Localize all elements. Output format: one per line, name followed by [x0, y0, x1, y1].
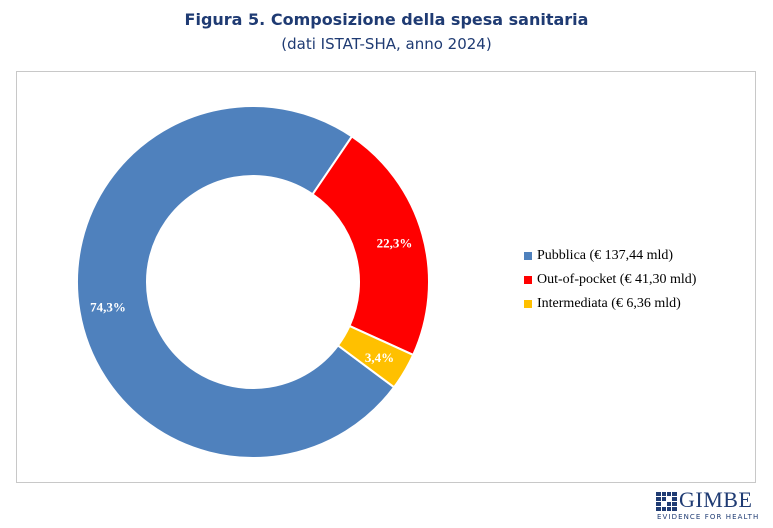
gimbe-logo-mark-icon — [656, 492, 677, 511]
legend-swatch-2 — [524, 300, 532, 308]
donut-slice-2 — [336, 324, 415, 389]
legend-label-0: Pubblica (€ 137,44 mld) — [537, 248, 674, 263]
chart-subtitle: (dati ISTAT-SHA, anno 2024) — [281, 35, 492, 53]
gimbe-logo: GIMBE EVIDENCE FOR HEALTH — [656, 487, 760, 522]
legend-item-1: Out-of-pocket (€ 41,30 mld) — [524, 268, 696, 292]
chart-legend: Pubblica (€ 137,44 mld) Out-of-pocket (€ … — [524, 244, 696, 316]
donut-slice-0 — [76, 105, 396, 459]
donut-slice-1 — [311, 135, 430, 357]
donut-data-label-2: 3,4% — [365, 350, 394, 365]
chart-frame — [16, 71, 756, 483]
legend-item-2: Intermediata (€ 6,36 mld) — [524, 292, 696, 316]
legend-label-1: Out-of-pocket (€ 41,30 mld) — [537, 272, 697, 287]
legend-swatch-0 — [524, 252, 532, 260]
gimbe-logo-tagline: EVIDENCE FOR HEALTH — [657, 513, 760, 521]
donut-data-label-1: 22,3% — [377, 235, 413, 250]
donut-data-label-0: 74,3% — [90, 299, 126, 314]
gimbe-logo-text: GIMBE — [679, 487, 753, 512]
chart-title: Figura 5. Composizione della spesa sanit… — [184, 10, 589, 29]
legend-item-0: Pubblica (€ 137,44 mld) — [524, 244, 696, 268]
legend-swatch-1 — [524, 276, 532, 284]
legend-label-2: Intermediata (€ 6,36 mld) — [537, 296, 681, 311]
